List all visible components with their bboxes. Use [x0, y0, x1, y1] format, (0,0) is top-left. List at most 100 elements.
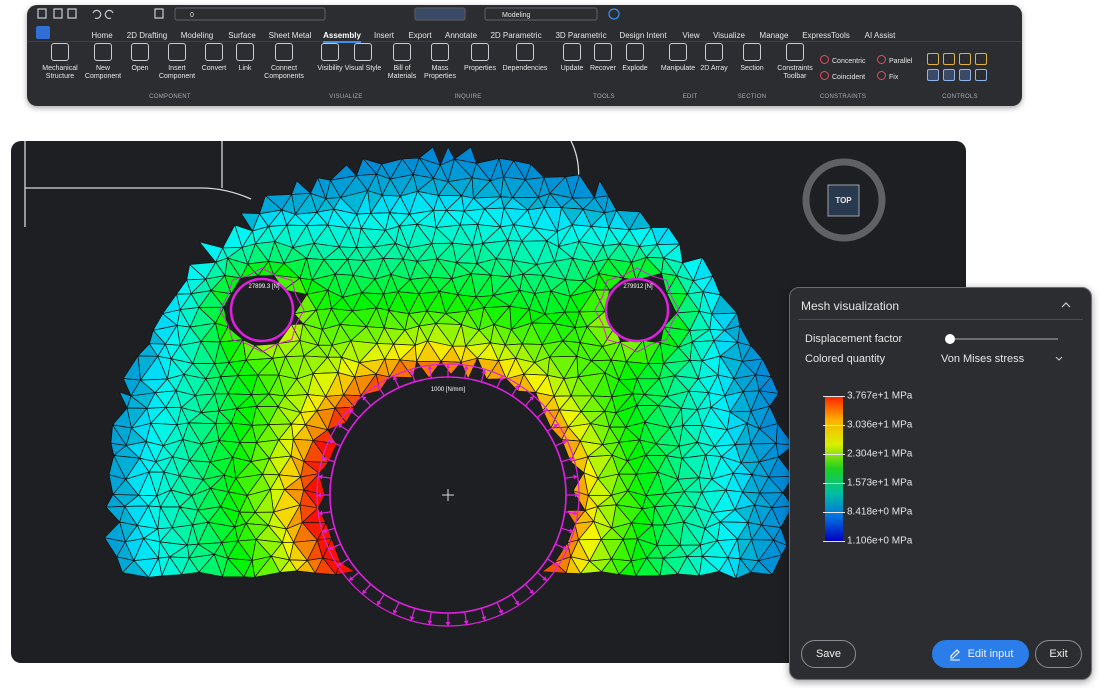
button-icon	[205, 43, 223, 61]
mesh-element	[750, 560, 774, 576]
ribbon-button[interactable]: Insert Component	[154, 43, 200, 81]
load-arrowhead	[445, 364, 451, 368]
app-menu-button[interactable]	[36, 26, 50, 39]
ribbon-button[interactable]: Mechanical Structure	[37, 43, 83, 81]
ribbon-tab[interactable]: 3D Parametric	[555, 31, 607, 40]
ribbon-button[interactable]: Recover	[580, 43, 626, 73]
collapse-chevron[interactable]	[1060, 300, 1072, 310]
color-bar	[825, 396, 843, 541]
control-icon[interactable]	[975, 69, 987, 81]
load-arrowhead	[573, 474, 578, 480]
view-cube[interactable]: TOP	[802, 158, 886, 242]
control-icon[interactable]	[943, 53, 955, 65]
icon-new[interactable]	[53, 8, 63, 19]
mesh-element	[677, 555, 700, 577]
control-icon[interactable]	[943, 69, 955, 81]
icon-print[interactable]	[154, 8, 164, 19]
button-icon	[743, 43, 761, 61]
mesh-element	[121, 560, 150, 578]
ribbon-button[interactable]: Convert	[191, 43, 237, 73]
ribbon-small-button[interactable]: Fix	[877, 71, 898, 81]
displacement-slider-thumb[interactable]	[945, 334, 955, 344]
legend-label: 3.767e+1 MPa	[847, 390, 913, 402]
button-icon	[354, 43, 372, 61]
ribbon-button[interactable]: Bill of Materials	[379, 43, 425, 81]
load-arrowhead	[481, 369, 487, 374]
control-icon[interactable]	[927, 69, 939, 81]
mesh-element	[161, 556, 183, 577]
workspace-dropdown[interactable]	[484, 7, 598, 21]
load-arrowhead	[322, 456, 327, 462]
icon-save[interactable]	[37, 8, 47, 19]
edit-input-button[interactable]: Edit input	[932, 640, 1029, 668]
ribbon-tab[interactable]: Home	[91, 31, 113, 40]
ribbon-button[interactable]: Manipulate	[655, 43, 701, 73]
ribbon-tab[interactable]: ExpressTools	[802, 31, 850, 40]
dropdown-chevron[interactable]	[1054, 355, 1064, 363]
view-toggle[interactable]	[414, 7, 466, 21]
save-button[interactable]: Save	[801, 640, 856, 668]
ribbon-tab[interactable]: Design Intent	[619, 31, 667, 40]
ribbon-tab[interactable]: Export	[408, 31, 432, 40]
control-icon[interactable]	[959, 53, 971, 65]
ribbon-button[interactable]: Visibility	[307, 43, 353, 73]
displacement-label: Displacement factor	[805, 333, 903, 345]
quantity-dropdown[interactable]: Von Mises stress	[941, 353, 1025, 365]
hole-load-ring	[316, 363, 580, 627]
ribbon-button[interactable]: Properties	[457, 43, 503, 73]
ribbon-button[interactable]: Section	[729, 43, 775, 73]
ribbon-small-button[interactable]: Coincident	[820, 71, 865, 81]
ribbon-button[interactable]: Mass Properties	[417, 43, 463, 81]
layer-dropdown[interactable]	[174, 7, 326, 21]
mesh-visualization-panel: Mesh visualization Displacement factor C…	[789, 287, 1092, 680]
ribbon-tab[interactable]: AI Assist	[864, 31, 896, 40]
ribbon-button[interactable]: Visual Style	[340, 43, 386, 73]
ribbon-button[interactable]: Dependencies	[502, 43, 548, 73]
ribbon-tab[interactable]: Assembly	[323, 31, 361, 43]
load-arrowhead	[575, 492, 579, 498]
ribbon-button[interactable]: New Component	[80, 43, 126, 81]
icon-undo[interactable]	[92, 9, 102, 19]
ribbon-button[interactable]: Explode	[612, 43, 658, 73]
ribbon-tab[interactable]: 2D Drafting	[126, 31, 168, 40]
ribbon-button[interactable]: Connect Components	[261, 43, 307, 81]
mesh-element	[460, 357, 479, 381]
load-arrowhead	[427, 620, 433, 625]
control-icon[interactable]	[927, 53, 939, 65]
ribbon-button[interactable]: Open	[117, 43, 163, 73]
ribbon-button[interactable]: Update	[549, 43, 595, 73]
mesh-element	[279, 559, 298, 573]
ribbon-tab[interactable]: Annotate	[444, 31, 478, 40]
icon-open[interactable]	[67, 8, 77, 19]
exit-button[interactable]: Exit	[1035, 640, 1082, 668]
legend-tick	[823, 541, 845, 542]
bolt-load-outline	[219, 267, 305, 353]
ribbon-small-button[interactable]: Concentric	[820, 55, 865, 65]
displacement-slider-track[interactable]	[950, 338, 1058, 340]
ribbon-tab[interactable]: Visualize	[713, 31, 745, 40]
mesh-element	[698, 555, 720, 577]
ribbon-tab[interactable]: Manage	[759, 31, 789, 40]
control-icon[interactable]	[975, 53, 987, 65]
help-icon[interactable]	[608, 8, 620, 20]
ribbon-tab[interactable]: View	[682, 31, 700, 40]
icon-redo[interactable]	[104, 9, 114, 19]
ribbon-tab[interactable]: Modeling	[180, 31, 214, 40]
ribbon-tab[interactable]: 2D Parametric	[490, 31, 542, 40]
ribbon-tab[interactable]: Sheet Metal	[268, 31, 312, 40]
ribbon-tab[interactable]: Surface	[228, 31, 256, 40]
button-label: Mechanical Structure	[42, 65, 78, 80]
panel-title: Mesh visualization	[801, 299, 900, 313]
ribbon-button[interactable]: Constraints Toolbar	[772, 43, 818, 81]
ribbon-small-button[interactable]: Parallel	[877, 55, 912, 65]
control-icon[interactable]	[959, 69, 971, 81]
ribbon-tab[interactable]: Insert	[373, 31, 395, 40]
ribbon-button[interactable]: Link	[222, 43, 268, 73]
load-arrowhead	[317, 492, 321, 498]
button-icon	[236, 43, 254, 61]
button-icon	[275, 43, 293, 61]
mesh-element	[181, 557, 200, 576]
ribbon-group-label: VISUALIZE	[329, 94, 363, 100]
ribbon-button[interactable]: 2D Array	[691, 43, 737, 73]
load-arrowhead	[573, 510, 578, 516]
